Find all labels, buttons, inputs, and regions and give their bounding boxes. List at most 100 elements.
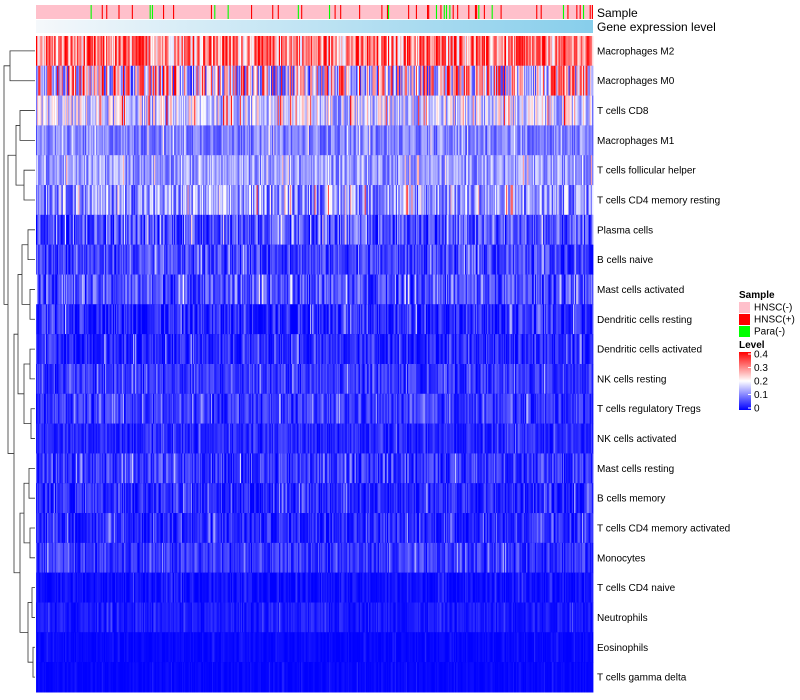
heatmap-cell	[291, 274, 293, 305]
heatmap-cell	[105, 36, 107, 67]
heatmap-cell	[59, 155, 61, 186]
heatmap-cell	[438, 125, 440, 156]
heatmap-cell	[158, 95, 161, 126]
heatmap-cell	[428, 274, 430, 305]
heatmap-cell	[225, 244, 227, 276]
heatmap-cell	[405, 36, 408, 67]
heatmap-cell	[582, 274, 585, 305]
heatmap-cell	[215, 304, 217, 335]
heatmap-cell	[507, 65, 509, 97]
heatmap-cell	[273, 36, 275, 67]
heatmap-cell	[508, 185, 510, 216]
heatmap-cell	[464, 95, 467, 126]
heatmap-cell	[71, 274, 74, 305]
heatmap-cell	[119, 36, 122, 67]
heatmap-cell	[166, 185, 168, 216]
heatmap-cell	[585, 185, 587, 216]
heatmap-cell	[487, 244, 489, 276]
heatmap-cell	[434, 36, 437, 67]
heatmap-cell	[48, 214, 50, 246]
heatmap-cell	[393, 155, 396, 186]
sample-track-cell	[440, 5, 442, 19]
heatmap-cell	[219, 244, 222, 276]
heatmap-cell	[531, 95, 534, 126]
heatmap-cell	[307, 155, 310, 186]
heatmap-cell	[328, 185, 331, 216]
heatmap-cell	[480, 185, 482, 216]
heatmap-cell	[361, 244, 363, 276]
heatmap-cell	[402, 185, 405, 216]
heatmap-cell	[562, 155, 565, 186]
heatmap-cell	[380, 155, 382, 186]
heatmap-cell	[403, 155, 406, 186]
heatmap-cell	[175, 155, 177, 186]
heatmap-cell	[196, 214, 198, 246]
heatmap-cell	[93, 185, 96, 216]
heatmap-cell	[351, 214, 353, 246]
heatmap-cell	[315, 304, 318, 335]
heatmap-cell	[204, 185, 206, 216]
heatmap-cell	[233, 274, 235, 305]
heatmap-cell	[317, 185, 320, 216]
heatmap-cell	[269, 185, 272, 216]
heatmap-cell	[498, 244, 500, 276]
heatmap-cell	[61, 95, 64, 126]
heatmap-cell	[175, 214, 177, 246]
heatmap-cell	[168, 36, 171, 67]
heatmap-cell	[136, 244, 138, 276]
heatmap-cell	[58, 65, 60, 97]
heatmap-cell	[158, 185, 161, 216]
heatmap-cell	[479, 95, 481, 126]
heatmap-cell	[498, 125, 500, 156]
heatmap-cell	[512, 185, 515, 216]
heatmap-cell	[389, 36, 391, 67]
heatmap-cell	[269, 125, 272, 156]
heatmap-cell	[246, 214, 249, 246]
heatmap-cell	[491, 244, 494, 276]
heatmap-cell	[265, 95, 267, 126]
heatmap-cell	[549, 65, 552, 97]
heatmap-cell	[575, 244, 577, 276]
heatmap-cell	[393, 36, 396, 67]
heatmap-cell	[453, 36, 456, 67]
heatmap-cell	[163, 244, 165, 276]
heatmap-cell	[93, 125, 96, 156]
heatmap-cell	[246, 125, 249, 156]
heatmap-cell	[570, 155, 573, 186]
heatmap-cell	[101, 185, 104, 216]
heatmap-cell	[282, 214, 284, 246]
heatmap-cell	[476, 214, 478, 246]
heatmap-cell	[343, 304, 345, 335]
heatmap-cell	[433, 95, 436, 126]
heatmap-cell	[212, 36, 214, 67]
dendrogram-branch	[32, 646, 35, 678]
heatmap-cell	[538, 274, 540, 305]
heatmap-cell	[97, 125, 99, 156]
heatmap-cell	[39, 125, 41, 156]
heatmap-cell	[279, 304, 282, 335]
heatmap-cell	[44, 244, 47, 276]
heatmap-cell	[274, 214, 276, 246]
heatmap-cell	[117, 95, 119, 126]
heatmap-cell	[437, 304, 439, 335]
heatmap-cell	[479, 304, 481, 335]
heatmap-cell	[302, 185, 304, 216]
heatmap-cell	[39, 274, 41, 305]
heatmap-cell	[152, 274, 155, 305]
heatmap-cell	[325, 125, 328, 156]
heatmap-cell	[445, 185, 448, 216]
heatmap-cell	[519, 95, 521, 126]
heatmap-cell	[291, 244, 293, 276]
heatmap-cell	[135, 36, 137, 67]
heatmap-cell	[226, 36, 228, 67]
heatmap-cell	[491, 125, 494, 156]
heatmap-cell	[279, 185, 282, 216]
heatmap-cell	[541, 244, 544, 276]
heatmap-cell	[421, 214, 423, 246]
heatmap-cell	[248, 65, 251, 97]
heatmap-cell	[414, 155, 417, 186]
heatmap-cell	[490, 65, 493, 97]
heatmap-cell	[62, 36, 65, 67]
heatmap-cell	[392, 95, 394, 126]
heatmap-cell	[343, 65, 345, 97]
